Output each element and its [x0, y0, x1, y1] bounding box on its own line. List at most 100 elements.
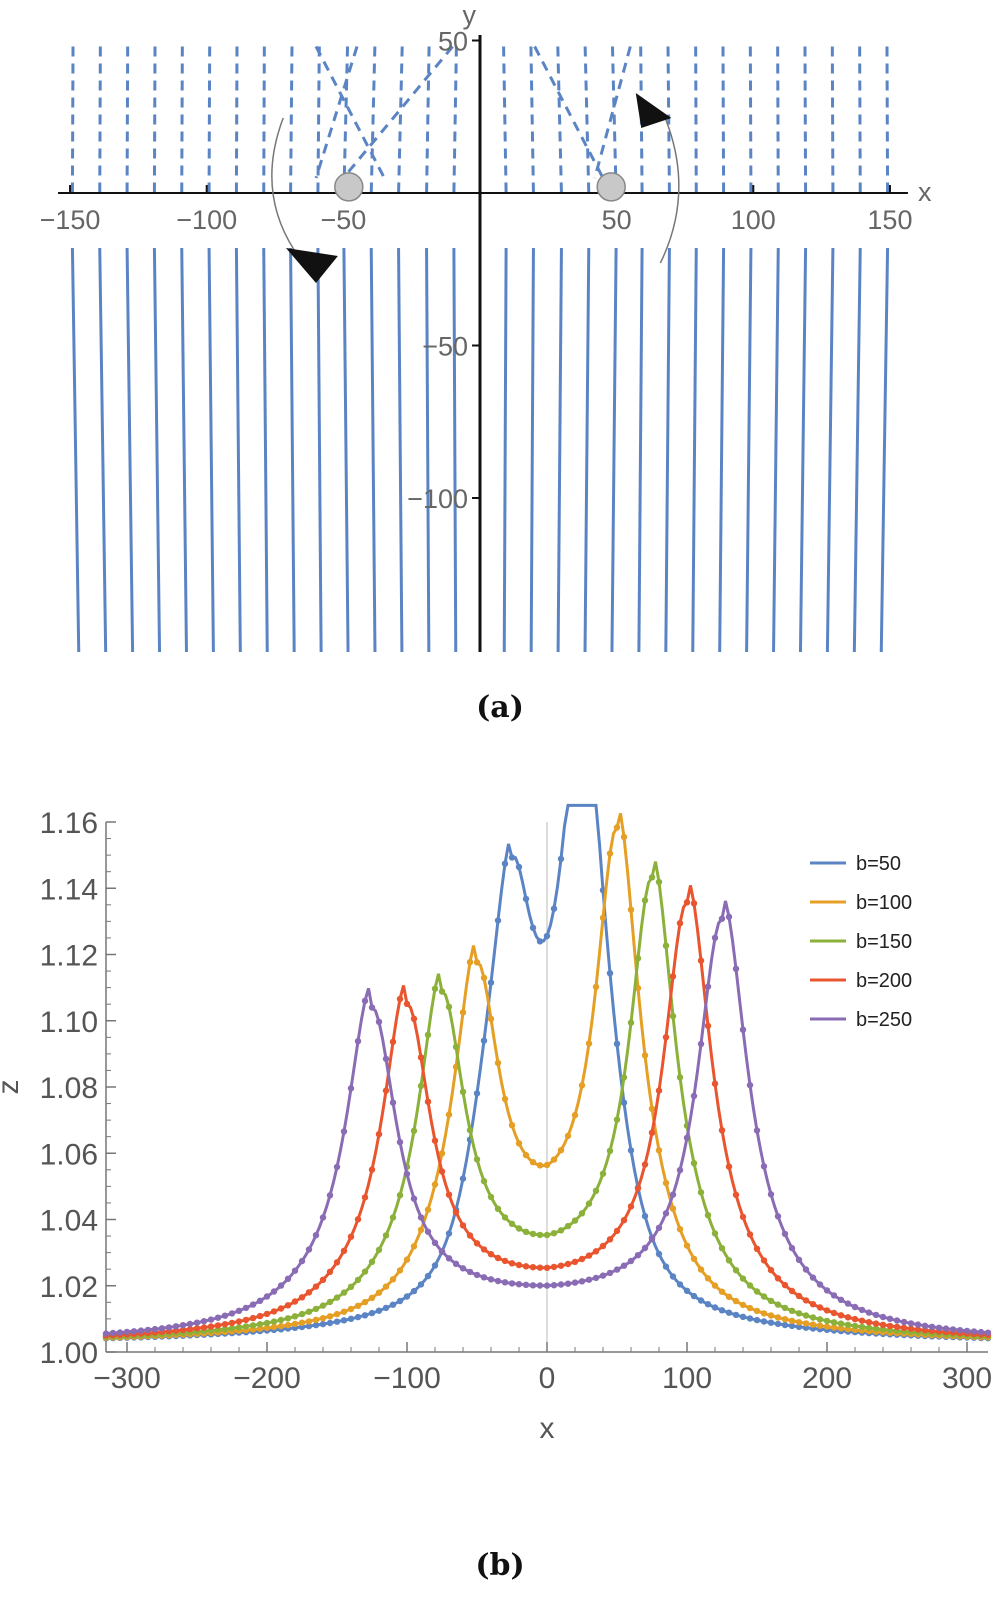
- panel-label-b: (b): [475, 1548, 525, 1583]
- data-point: [403, 1256, 411, 1263]
- data-point: [900, 1324, 908, 1331]
- data-point: [844, 1314, 852, 1321]
- dashed-field-line: [425, 46, 431, 194]
- data-point: [753, 1127, 761, 1134]
- crossing-field-line: [593, 46, 632, 179]
- data-point: [193, 1319, 201, 1326]
- data-point: [753, 1307, 761, 1315]
- solid-field-line: [180, 247, 188, 653]
- data-point: [375, 1131, 383, 1138]
- data-point: [928, 1323, 936, 1330]
- dashed-field-line: [452, 46, 458, 194]
- data-point: [438, 1248, 446, 1255]
- x-tick-label: 50: [602, 205, 632, 235]
- data-point: [417, 1054, 425, 1061]
- data-point: [718, 1307, 726, 1314]
- data-point: [438, 1150, 446, 1157]
- data-point: [942, 1325, 950, 1332]
- data-point: [396, 1192, 404, 1199]
- data-point: [746, 1081, 754, 1089]
- data-point: [613, 1227, 621, 1235]
- data-point: [396, 1138, 404, 1146]
- data-point: [340, 1128, 348, 1135]
- data-point: [445, 1230, 453, 1237]
- data-point: [739, 1026, 747, 1033]
- data-point: [382, 1283, 390, 1290]
- data-point: [445, 1255, 453, 1262]
- data-point: [543, 1264, 551, 1271]
- data-point: [963, 1327, 971, 1335]
- data-point: [669, 1205, 677, 1212]
- data-point: [417, 1281, 425, 1288]
- y-tick-label: −100: [407, 484, 468, 514]
- data-point: [431, 1262, 439, 1269]
- data-point: [354, 1302, 362, 1309]
- data-point: [648, 874, 656, 881]
- dashed-field-line: [803, 46, 808, 194]
- data-point: [935, 1324, 943, 1331]
- solid-field-line: [556, 247, 563, 653]
- data-point: [627, 1019, 635, 1026]
- data-point: [606, 970, 614, 977]
- dashed-field-line: [342, 46, 350, 194]
- data-point: [221, 1321, 229, 1328]
- legend-label: b=200: [856, 970, 912, 992]
- data-point: [564, 1222, 572, 1230]
- data-point: [522, 895, 530, 903]
- data-point: [277, 1316, 285, 1324]
- data-point: [543, 1161, 551, 1169]
- data-point: [774, 1275, 782, 1282]
- data-point: [361, 1312, 369, 1319]
- dashed-field-line: [70, 46, 75, 194]
- data-point: [550, 905, 558, 912]
- data-point: [550, 1263, 558, 1271]
- data-point: [564, 1260, 572, 1268]
- data-point: [655, 1224, 663, 1231]
- data-point: [648, 1235, 656, 1243]
- data-point: [389, 1276, 397, 1283]
- data-point: [816, 1304, 824, 1311]
- y-tick-label: 50: [438, 27, 468, 57]
- data-point: [606, 1147, 614, 1154]
- data-point: [431, 1181, 439, 1188]
- data-point: [865, 1309, 873, 1316]
- data-point: [592, 1187, 600, 1194]
- data-point: [893, 1317, 901, 1324]
- vortex-marker: [334, 172, 364, 202]
- solid-field-line: [207, 247, 215, 653]
- data-point: [522, 1281, 530, 1288]
- data-point: [648, 1105, 656, 1112]
- data-point: [697, 1189, 705, 1196]
- arrowhead-up: [635, 93, 672, 128]
- solid-field-line: [316, 247, 323, 653]
- data-point: [956, 1327, 964, 1334]
- data-point: [270, 1308, 278, 1315]
- data-point: [305, 1318, 313, 1325]
- data-point: [340, 1308, 348, 1315]
- data-point: [662, 1179, 670, 1187]
- data-point: [837, 1312, 845, 1319]
- solid-field-line: [502, 247, 508, 653]
- data-point: [879, 1321, 887, 1328]
- data-point: [459, 1222, 467, 1229]
- data-point: [613, 1040, 621, 1047]
- data-point: [620, 833, 628, 841]
- data-point: [921, 1322, 929, 1329]
- solid-field-line: [152, 247, 162, 653]
- data-point: [536, 1162, 544, 1169]
- data-point: [725, 1163, 733, 1170]
- data-point: [788, 1287, 796, 1295]
- y-tick-label: −50: [422, 332, 468, 362]
- data-point: [557, 1227, 565, 1234]
- vortex-marker: [596, 172, 626, 202]
- data-point: [571, 1279, 579, 1286]
- field-lines-plot: −150 −100 −50 50 100 150 50 −50 −100 x y: [40, 0, 932, 653]
- solid-field-line: [262, 247, 269, 653]
- data-point: [627, 1203, 635, 1210]
- data-point: [130, 1328, 138, 1335]
- data-point: [774, 1314, 782, 1321]
- data-point: [256, 1297, 264, 1304]
- data-point: [886, 1315, 894, 1322]
- data-point: [368, 1004, 376, 1011]
- data-point: [284, 1321, 292, 1329]
